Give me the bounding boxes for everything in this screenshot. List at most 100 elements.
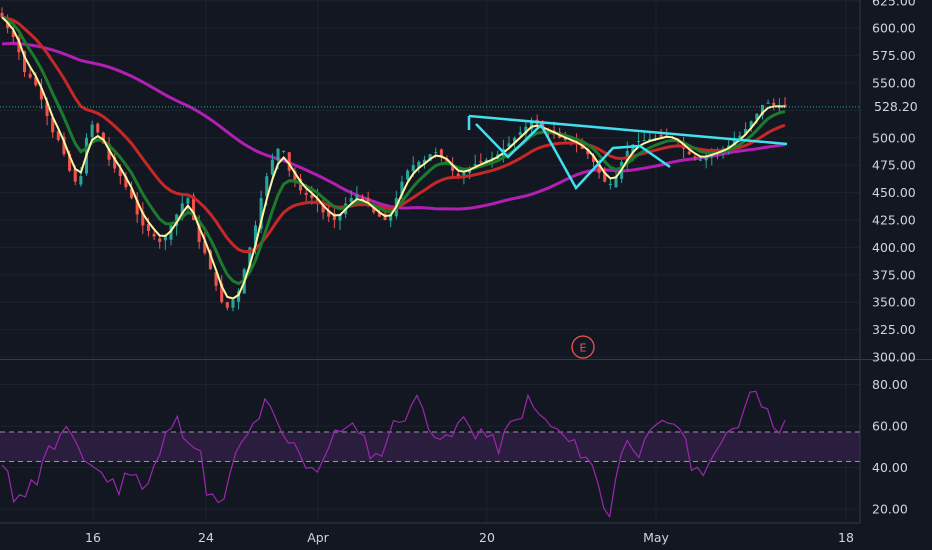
candle-body[interactable] bbox=[479, 161, 483, 163]
candle-body[interactable] bbox=[68, 153, 72, 171]
last-price-tag[interactable]: 528.20 bbox=[862, 97, 924, 116]
candle-body[interactable] bbox=[417, 161, 421, 168]
candle-body[interactable] bbox=[11, 30, 15, 37]
candle-body[interactable] bbox=[96, 123, 100, 133]
candle-body[interactable] bbox=[406, 170, 410, 180]
candle-body[interactable] bbox=[760, 104, 765, 116]
candle-body[interactable] bbox=[118, 168, 122, 177]
candle-body[interactable] bbox=[293, 171, 297, 182]
candle-body[interactable] bbox=[411, 165, 415, 172]
candle-body[interactable] bbox=[744, 129, 748, 134]
candle-body[interactable] bbox=[637, 141, 641, 143]
candle-body[interactable] bbox=[62, 136, 66, 155]
candle-body[interactable] bbox=[191, 195, 196, 220]
candle-body[interactable] bbox=[456, 173, 460, 177]
candle-body[interactable] bbox=[434, 152, 438, 154]
candle-body[interactable] bbox=[248, 247, 252, 269]
candle-body[interactable] bbox=[772, 102, 776, 105]
candle-body[interactable] bbox=[45, 101, 49, 116]
candle-body[interactable] bbox=[332, 213, 336, 220]
candle-body[interactable] bbox=[377, 212, 381, 217]
trendline-upper[interactable] bbox=[468, 114, 788, 146]
candle-body[interactable] bbox=[152, 234, 156, 237]
candle-body[interactable] bbox=[259, 198, 263, 229]
candle-body[interactable] bbox=[39, 88, 43, 100]
candle-body[interactable] bbox=[698, 159, 703, 161]
candle-body[interactable] bbox=[135, 199, 139, 215]
candle-body[interactable] bbox=[614, 176, 618, 188]
candle-body[interactable] bbox=[451, 164, 455, 171]
candle-body[interactable] bbox=[625, 150, 629, 161]
candle-body[interactable] bbox=[225, 302, 229, 308]
candle-body[interactable] bbox=[400, 181, 404, 196]
candle-body[interactable] bbox=[90, 124, 94, 138]
candle-body[interactable] bbox=[693, 156, 697, 158]
candle-body[interactable] bbox=[439, 149, 443, 158]
candle-body[interactable] bbox=[355, 194, 359, 199]
candle-body[interactable] bbox=[79, 176, 83, 185]
candle-body[interactable] bbox=[603, 171, 607, 182]
candle-body[interactable] bbox=[0, 12, 4, 18]
candle-body[interactable] bbox=[687, 151, 691, 155]
candle-body[interactable] bbox=[327, 210, 331, 217]
candle-body[interactable] bbox=[529, 121, 534, 130]
candle-body[interactable] bbox=[214, 272, 218, 286]
candle-body[interactable] bbox=[73, 168, 77, 182]
candle-body[interactable] bbox=[51, 117, 55, 133]
candle-body[interactable] bbox=[642, 139, 646, 141]
candle-body[interactable] bbox=[304, 192, 308, 195]
candle-body[interactable] bbox=[749, 121, 753, 128]
candle-body[interactable] bbox=[524, 126, 528, 134]
candle-body[interactable] bbox=[169, 225, 173, 240]
candle-body[interactable] bbox=[186, 198, 190, 204]
candle-body[interactable] bbox=[338, 214, 342, 221]
candle-body[interactable] bbox=[107, 143, 111, 160]
candle-body[interactable] bbox=[428, 154, 432, 161]
candle-body[interactable] bbox=[180, 203, 184, 215]
candle-body[interactable] bbox=[231, 300, 235, 308]
time-axis[interactable]: 16 24 Apr 20 May 18 bbox=[85, 530, 854, 545]
candle-body[interactable] bbox=[513, 137, 517, 143]
candle-body[interactable] bbox=[321, 204, 325, 213]
candle-body[interactable] bbox=[22, 51, 27, 73]
candle-body[interactable] bbox=[276, 148, 280, 161]
candle-body[interactable] bbox=[422, 159, 427, 164]
candle-body[interactable] bbox=[113, 156, 117, 169]
candle-body[interactable] bbox=[704, 156, 708, 161]
candle-body[interactable] bbox=[473, 164, 477, 166]
candle-body[interactable] bbox=[17, 37, 21, 53]
candle-body[interactable] bbox=[310, 194, 314, 199]
candle-body[interactable] bbox=[631, 144, 635, 154]
candle-body[interactable] bbox=[56, 131, 60, 140]
candle-body[interactable] bbox=[130, 188, 134, 199]
rsi-axis[interactable]: 80.00 60.00 40.00 20.00 bbox=[872, 377, 908, 517]
candle-body[interactable] bbox=[597, 161, 601, 173]
candle-body[interactable] bbox=[28, 73, 32, 78]
candle-body[interactable] bbox=[653, 137, 657, 139]
candle-body[interactable] bbox=[141, 211, 145, 226]
candle-body[interactable] bbox=[101, 132, 105, 144]
candle-body[interactable] bbox=[220, 283, 224, 303]
candle-body[interactable] bbox=[507, 143, 511, 147]
candle-body[interactable] bbox=[766, 102, 770, 104]
candle-body[interactable] bbox=[608, 183, 612, 185]
candle-body[interactable] bbox=[146, 223, 150, 231]
candle-body[interactable] bbox=[591, 155, 596, 162]
candle-body[interactable] bbox=[197, 222, 201, 242]
candle-body[interactable] bbox=[203, 240, 207, 253]
candle-body[interactable] bbox=[237, 291, 241, 302]
candle-body[interactable] bbox=[349, 198, 353, 202]
candle-body[interactable] bbox=[389, 214, 393, 221]
candle-body[interactable] bbox=[124, 176, 128, 188]
candle-body[interactable] bbox=[287, 152, 291, 171]
candle-body[interactable] bbox=[518, 132, 522, 135]
candle-body[interactable] bbox=[34, 77, 38, 86]
candle-body[interactable] bbox=[755, 113, 759, 120]
rsi-line[interactable] bbox=[1, 390, 786, 519]
pattern-zigzag[interactable] bbox=[475, 122, 671, 191]
candle-body[interactable] bbox=[462, 172, 466, 178]
candle-body[interactable] bbox=[659, 134, 663, 137]
price-panel[interactable] bbox=[0, 7, 860, 312]
candle-body[interactable] bbox=[253, 225, 258, 250]
